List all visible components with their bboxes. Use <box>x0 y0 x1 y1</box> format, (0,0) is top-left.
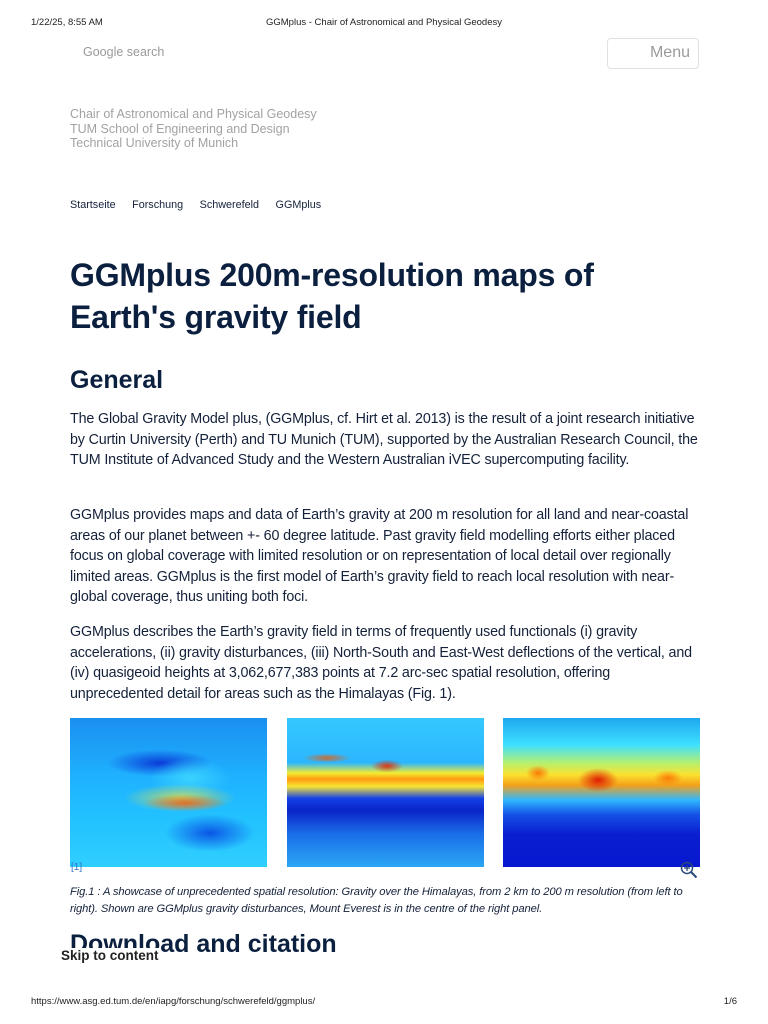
figure-reference-link[interactable]: [1] <box>71 862 83 873</box>
print-url: https://www.asg.ed.tum.de/en/iapg/forsch… <box>31 996 316 1007</box>
gravity-map-200m[interactable] <box>503 718 700 867</box>
google-search-input[interactable]: Google search <box>83 45 165 59</box>
gravity-map-intermediate[interactable] <box>287 718 484 867</box>
print-page-number: 1/6 <box>723 996 737 1007</box>
page-title: GGMplus 200m-resolution maps of Earth's … <box>70 257 594 335</box>
print-datetime: 1/22/25, 8:55 AM <box>31 17 103 28</box>
institution-chair[interactable]: Chair of Astronomical and Physical Geode… <box>70 107 317 121</box>
menu-button[interactable]: Menu <box>607 38 699 69</box>
breadcrumb-schwerefeld[interactable]: Schwerefeld <box>199 199 260 211</box>
institution-block: Chair of Astronomical and Physical Geode… <box>70 107 317 151</box>
paragraph-resolution: GGMplus provides maps and data of Earth’… <box>70 507 689 606</box>
print-header: 1/22/25, 8:55 AM GGMplus - Chair of Astr… <box>0 17 768 29</box>
institution-school[interactable]: TUM School of Engineering and Design <box>70 121 290 136</box>
skip-to-content-link[interactable]: Skip to content <box>59 948 161 963</box>
breadcrumb-startseite[interactable]: Startseite <box>70 199 116 211</box>
paragraph-functionals: GGMplus describes the Earth’s gravity fi… <box>70 624 692 702</box>
breadcrumb: Startseite Forschung Schwerefeld GGMplus <box>70 199 338 211</box>
paragraph-intro: The Global Gravity Model plus, (GGMplus,… <box>70 411 698 469</box>
gravity-map-2km[interactable] <box>70 718 267 867</box>
print-page-title: GGMplus - Chair of Astronomical and Phys… <box>265 17 502 28</box>
zoom-in-icon[interactable] <box>680 861 698 879</box>
breadcrumb-ggmplus[interactable]: GGMplus <box>275 199 322 211</box>
breadcrumb-forschung[interactable]: Forschung <box>132 199 184 211</box>
section-heading-general: General <box>70 366 164 394</box>
institution-university[interactable]: Technical University of Munich <box>70 136 239 150</box>
figure-caption: Fig.1 : A showcase of unprecedented spat… <box>70 886 683 915</box>
